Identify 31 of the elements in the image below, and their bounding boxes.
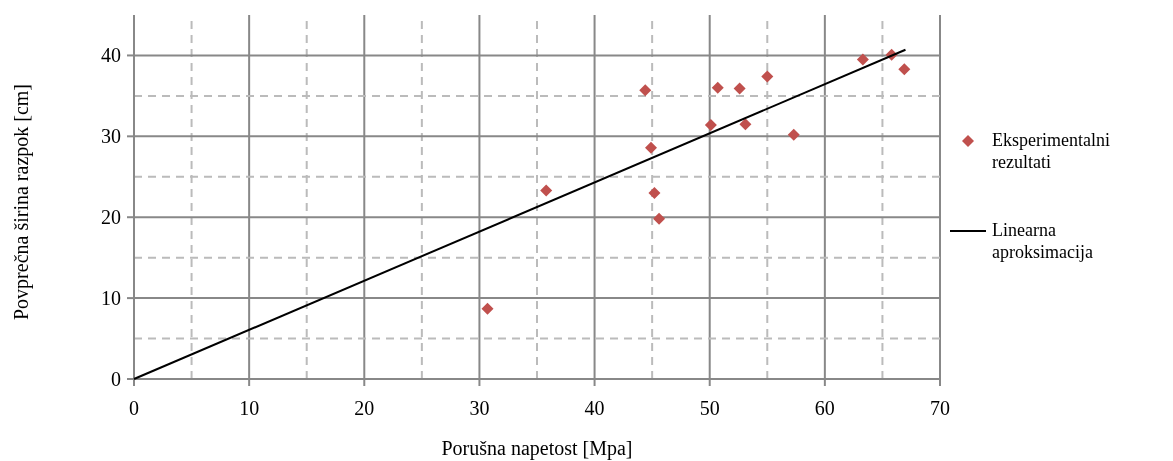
- point: [481, 302, 494, 315]
- x-tick-label: 60: [814, 397, 835, 419]
- x-tick-label: 0: [129, 397, 139, 419]
- x-tick-label: 50: [699, 397, 720, 419]
- point: [704, 119, 717, 132]
- x-tick-label: 10: [239, 397, 260, 419]
- x-tick-label: 30: [469, 397, 490, 419]
- point: [711, 81, 724, 94]
- y-tick-label: 30: [101, 125, 121, 148]
- y-tick-label: 0: [111, 368, 121, 390]
- point: [739, 118, 752, 131]
- point: [787, 128, 800, 141]
- y-tick-label: 20: [101, 206, 121, 229]
- point: [856, 53, 869, 66]
- point: [648, 186, 661, 199]
- x-axis-title: Porušna napetost [Mpa]: [441, 437, 633, 460]
- point: [761, 70, 774, 83]
- point: [898, 63, 911, 76]
- y-tick-label: 10: [101, 287, 121, 310]
- x-tick-label: 70: [930, 397, 950, 419]
- point: [540, 184, 553, 197]
- point: [653, 212, 666, 225]
- x-tick-label: 40: [584, 397, 605, 419]
- legend-label: Linearna aproksimacija: [992, 220, 1093, 262]
- legend-label: Eksperimentalni rezultati: [992, 130, 1110, 172]
- x-tick-label: 20: [354, 397, 375, 419]
- point: [733, 82, 746, 95]
- point: [639, 84, 652, 97]
- point: [644, 141, 657, 154]
- y-tick-label: 40: [101, 44, 121, 67]
- y-axis-title: Povprečna širina razpok [cm]: [10, 83, 33, 321]
